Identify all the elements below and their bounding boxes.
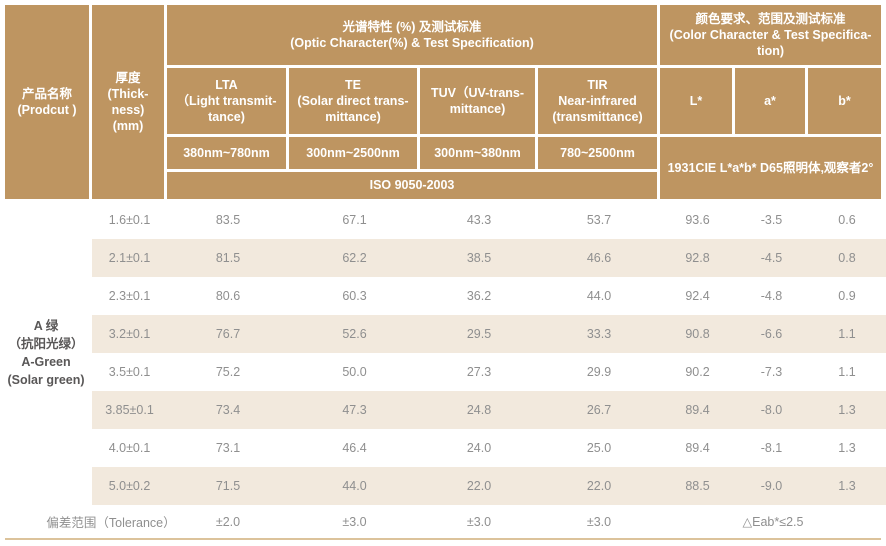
cell-value: -9.0 [735,467,808,505]
cell-value: 92.4 [685,289,710,303]
cell-value: -8.1 [760,441,783,455]
cell-value: 76.7 [167,315,289,353]
tolerance-value: ±3.0 [342,514,367,529]
cell-value: 27.3 [466,365,492,379]
cell-value: -6.6 [735,315,808,353]
cell-value: 71.5 [167,467,289,505]
cell-value: 38.5 [420,239,538,277]
cell-thickness: 1.6±0.1 [108,213,151,227]
header-range-tir: 780~2500nm [538,137,657,169]
cell-value: 22.0 [420,467,538,505]
header-col-tir: TIR Near-infrared (transmittance) [538,68,657,134]
cell-value: 43.3 [466,213,492,227]
cell-thickness: 3.5±0.1 [108,365,151,379]
cell-value: 1.1 [838,365,856,379]
header-product: 产品名称 (Prodcut ) [5,5,89,199]
tolerance-value: ±3.0 [466,514,492,529]
cell-value: 29.5 [420,315,538,353]
header-range-te: 300nm~2500nm [289,137,417,169]
cell-value: 46.4 [342,441,367,455]
cell-value: -4.5 [735,239,808,277]
table-header: 产品名称 (Prodcut ) 厚度 (Thick- ness) (mm) 光谱… [5,5,881,199]
cell-value: 24.8 [420,391,538,429]
header-col-bstar: b* [808,68,881,134]
cell-value: 26.7 [538,391,660,429]
cell-thickness: 2.3±0.1 [108,289,151,303]
cell-value: 44.0 [289,467,420,505]
cell-value: -7.3 [760,365,783,379]
bottom-divider [5,538,881,540]
header-iso-standard: ISO 9050-2003 [167,172,657,199]
cell-value: 80.6 [215,289,241,303]
cell-value: 73.4 [167,391,289,429]
cell-value: 52.6 [289,315,420,353]
cell-value: 90.8 [660,315,735,353]
cell-value: 53.7 [586,213,612,227]
cell-value: 47.3 [289,391,420,429]
cell-value: 62.2 [289,239,420,277]
header-range-lta: 380nm~780nm [167,137,286,169]
cell-value: 92.8 [660,239,735,277]
cell-value: 22.0 [538,467,660,505]
tolerance-value: ±3.0 [586,514,612,529]
header-col-tuv: TUV（UV-trans- mittance) [420,68,535,134]
cell-value: 44.0 [586,289,612,303]
tolerance-label: 偏差范围（Tolerance） [46,516,176,530]
cell-value: 29.9 [586,365,612,379]
header-col-lta: LTA （Light transmit- tance) [167,68,286,134]
table-body: A 绿 （抗阳光绿） A-Green (Solar green) 偏差范围（To… [0,201,886,538]
tolerance-value: ±2.0 [215,514,241,529]
cell-value: 36.2 [466,289,492,303]
cell-value: 73.1 [215,441,241,455]
cell-value: 89.4 [685,441,710,455]
header-col-lstar: L* [660,68,732,134]
cell-value: 1.3 [808,467,886,505]
cell-thickness: 3.85±0.1 [92,391,167,429]
header-color-group: 颜色要求、范围及测试标准 (Color Character & Test Spe… [660,5,881,65]
header-col-astar: a* [735,68,805,134]
header-thickness: 厚度 (Thick- ness) (mm) [92,5,164,199]
cell-value: 1.3 [838,441,856,455]
cell-value: 0.6 [838,213,856,227]
cell-value: 33.3 [538,315,660,353]
header-range-tuv: 300nm~380nm [420,137,535,169]
cell-value: 24.0 [466,441,492,455]
header-cie-standard: 1931CIE L*a*b* D65照明体,观察者2° [660,137,881,199]
cell-value: -8.0 [735,391,808,429]
cell-thickness: 4.0±0.1 [108,441,151,455]
cell-value: 25.0 [586,441,612,455]
cell-value: 0.8 [808,239,886,277]
cell-thickness: 2.1±0.1 [92,239,167,277]
cell-value: 88.5 [660,467,735,505]
cell-thickness: 3.2±0.1 [92,315,167,353]
header-col-te: TE (Solar direct trans- mittance) [289,68,417,134]
cell-value: 50.0 [342,365,367,379]
cell-value: 1.1 [808,315,886,353]
product-name-cell: A 绿 （抗阳光绿） A-Green (Solar green) [0,201,92,505]
cell-value: 93.6 [685,213,710,227]
cell-value: -3.5 [760,213,783,227]
cell-value: 1.3 [808,391,886,429]
cell-value: 89.4 [660,391,735,429]
cell-value: 83.5 [215,213,241,227]
header-optic-group: 光谱特性 (%) 及测试标准 (Optic Character(%) & Tes… [167,5,657,65]
cell-value: 75.2 [215,365,241,379]
cell-value: 46.6 [538,239,660,277]
cell-value: 0.9 [838,289,856,303]
tolerance-color-cell: △Eab*≤2.5 [742,515,804,529]
cell-value: 67.1 [342,213,367,227]
cell-thickness: 5.0±0.2 [92,467,167,505]
cell-value: 60.3 [342,289,367,303]
cell-value: -4.8 [760,289,783,303]
cell-value: 90.2 [685,365,710,379]
cell-value: 81.5 [167,239,289,277]
